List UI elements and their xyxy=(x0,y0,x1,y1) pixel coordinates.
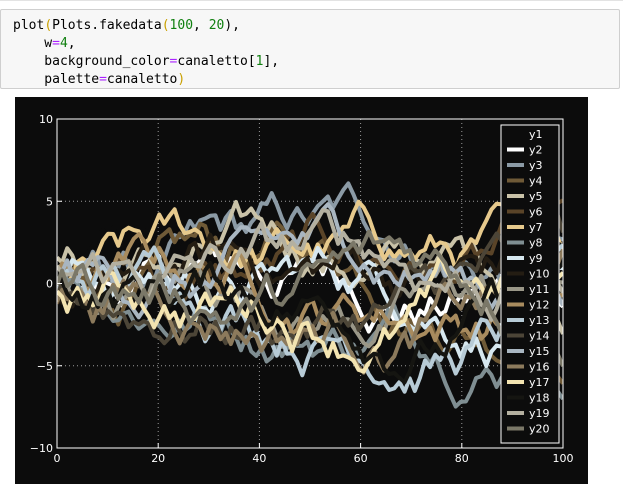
x-tick-label: 0 xyxy=(54,452,61,465)
series-line-y19 xyxy=(57,208,563,322)
code-token: canaletto xyxy=(106,72,178,87)
code-token: palette xyxy=(13,72,100,87)
code-editor[interactable]: plot(Plots.fakedata(100, 20), w=4, backg… xyxy=(13,17,279,89)
code-token: , xyxy=(193,18,209,33)
code-token: background_color xyxy=(13,54,170,69)
series-line-y13 xyxy=(57,243,563,394)
legend-label: y19 xyxy=(529,407,550,420)
y-tick-label: −10 xyxy=(30,442,53,455)
legend-label: y17 xyxy=(529,376,550,389)
legend-label: y9 xyxy=(529,252,543,265)
x-tick-label: 80 xyxy=(455,452,469,465)
code-line: plot(Plots.fakedata(100, 20), xyxy=(13,17,279,35)
line-chart: 0 20 40 60 80 100 10 5 0 −5 −10 y1 y2 y3 y4 y5 y6 y7 y8 y9 y… xyxy=(30,113,574,465)
legend-label: y12 xyxy=(529,299,550,312)
code-token: ( xyxy=(161,18,170,33)
legend-label: y18 xyxy=(529,392,550,405)
series-line-y20 xyxy=(57,229,563,371)
code-token: 20 xyxy=(208,18,225,33)
code-token: 100 xyxy=(169,18,194,33)
x-tick-label: 100 xyxy=(553,452,574,465)
code-token: = xyxy=(52,36,60,51)
code-token: plot xyxy=(13,18,45,33)
legend-label: y14 xyxy=(529,330,550,343)
y-tick-label: −5 xyxy=(37,360,53,373)
code-token: ], xyxy=(263,54,280,69)
x-tick-label: 40 xyxy=(252,452,266,465)
code-line: palette=canaletto) xyxy=(13,71,279,89)
legend-label: y2 xyxy=(529,144,543,157)
code-token: 1 xyxy=(255,54,264,69)
legend-label: y11 xyxy=(529,283,550,296)
legend-label: y8 xyxy=(529,237,543,250)
legend-label: y13 xyxy=(529,314,550,327)
cell-separator xyxy=(0,0,623,1)
code-token: ), xyxy=(224,18,240,33)
code-token: = xyxy=(99,72,107,87)
x-tick-label: 20 xyxy=(151,452,165,465)
y-tick-label: 5 xyxy=(46,195,53,208)
y-tick-label: 10 xyxy=(39,113,53,126)
code-token: = xyxy=(169,54,178,69)
code-token: ( xyxy=(44,18,53,33)
legend-label: y15 xyxy=(529,345,550,358)
legend-box xyxy=(500,124,560,444)
x-tick-label: 60 xyxy=(354,452,368,465)
legend-label: y10 xyxy=(529,268,550,281)
legend-label: y7 xyxy=(529,221,543,234)
code-token: Plots.fakedata xyxy=(52,18,162,33)
code-line: w=4, xyxy=(13,35,279,53)
legend-label: y1 xyxy=(529,128,543,141)
legend-label: y5 xyxy=(529,190,543,203)
series-line-y6 xyxy=(57,198,563,305)
legend-label: y16 xyxy=(529,361,550,374)
legend-label: y4 xyxy=(529,175,543,188)
series-line-y17 xyxy=(57,253,563,374)
code-cell[interactable]: plot(Plots.fakedata(100, 20), w=4, backg… xyxy=(0,9,620,89)
legend-label: y20 xyxy=(529,423,550,436)
code-token: ) xyxy=(177,72,186,87)
code-token: , xyxy=(67,36,76,51)
code-token: 4 xyxy=(59,36,68,51)
plot-output: 0 20 40 60 80 100 10 5 0 −5 −10 y1 y2 y3 y4 y5 y6 y7 y8 y9 y… xyxy=(15,97,588,484)
y-tick-label: 0 xyxy=(46,278,53,291)
code-token: w xyxy=(13,36,53,51)
code-line: background_color=canaletto[1], xyxy=(13,53,279,71)
legend-label: y6 xyxy=(529,206,543,219)
code-token: canaletto[ xyxy=(177,54,256,69)
legend-label: y3 xyxy=(529,159,543,172)
